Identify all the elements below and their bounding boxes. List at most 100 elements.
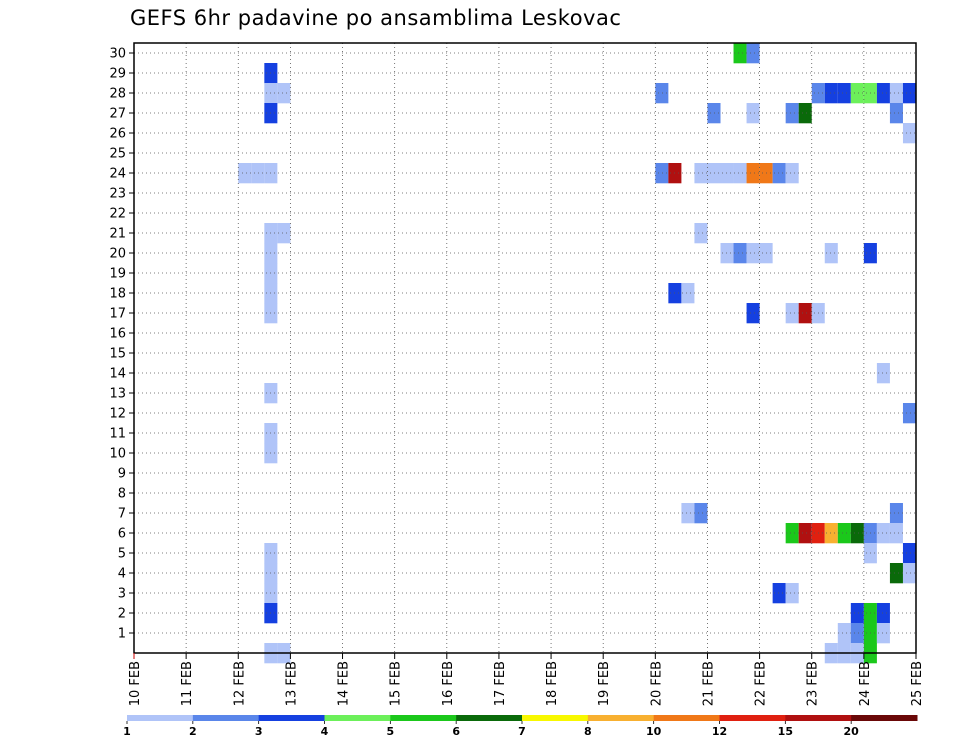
heatmap-cell: [902, 123, 916, 144]
legend-swatch: [127, 715, 194, 721]
y-tick-label: 25: [109, 147, 126, 162]
gridlines-layer: [134, 43, 916, 653]
y-tick-label: 26: [109, 127, 126, 142]
y-tick-label: 23: [109, 187, 126, 202]
heatmap-cell: [772, 583, 786, 604]
legend-swatch: [258, 715, 325, 721]
x-tick-label: 11 FEB: [180, 661, 195, 706]
heatmap-cell: [746, 163, 760, 184]
heatmap-cell: [251, 163, 265, 184]
y-tick-label: 1: [118, 627, 126, 642]
heatmap-cell: [876, 363, 890, 384]
heatmap-cell: [707, 103, 721, 124]
plot-frame: [133, 42, 917, 654]
heatmap-cell: [824, 83, 838, 104]
y-tick-label: 4: [118, 567, 126, 582]
legend-swatch: [192, 715, 260, 721]
y-tick-label: 11: [109, 427, 126, 442]
legend-label: 2: [189, 725, 197, 738]
heatmap-cell: [837, 83, 851, 104]
heatmap-cell: [746, 103, 760, 124]
legend-colorbar: 1 2 3 4 5 6 7 8 10 12 15 20: [123, 715, 918, 738]
x-tick-label: 12 FEB: [232, 661, 247, 706]
y-tick-label: 2: [118, 607, 126, 622]
heatmap-cell: [720, 243, 734, 264]
legend-swatch: [653, 715, 720, 721]
heatmap-cell: [655, 163, 669, 184]
heatmap-cell: [902, 563, 916, 584]
legend-swatch: [324, 715, 391, 721]
legend-label: 1: [123, 725, 131, 738]
heatmap-cell: [681, 283, 695, 304]
y-tick-label: 5: [118, 547, 126, 562]
heatmap-cell: [824, 523, 838, 544]
chart-title: GEFS 6hr padavine po ansamblima Leskovac: [130, 6, 622, 30]
x-tick-label: 25 FEB: [910, 661, 925, 706]
x-tick-label: 21 FEB: [701, 661, 716, 706]
y-tick-label: 22: [109, 207, 126, 222]
y-tick-label: 9: [118, 467, 126, 482]
legend-swatch: [587, 715, 655, 721]
legend-label: 12: [712, 725, 727, 738]
y-tick-label: 27: [109, 107, 126, 122]
y-tick-label: 15: [109, 347, 126, 362]
y-tick-label: 3: [118, 587, 126, 602]
x-tick-label: 18 FEB: [545, 661, 560, 706]
heatmap-cell: [733, 243, 747, 264]
heatmap-cell: [902, 83, 916, 104]
heatmap-cell: [837, 523, 851, 544]
x-tick-label: 24 FEB: [858, 661, 873, 706]
legend-label: 8: [584, 725, 592, 738]
x-tick-label: 22 FEB: [754, 661, 769, 706]
heatmap-cell: [876, 623, 890, 644]
x-tick-label: 16 FEB: [441, 661, 456, 706]
legend-swatch: [522, 715, 589, 721]
heatmap-cell: [772, 163, 786, 184]
heatmap-cell: [876, 83, 890, 104]
heatmap-cell: [694, 163, 708, 184]
y-tick-label: 7: [118, 507, 126, 522]
legend-label: 3: [255, 725, 263, 738]
x-axis-layer: 10 FEB 11 FEB 12 FEB 13 FEB 14 FEB 15 FEB 16 F…: [128, 653, 925, 706]
y-tick-label: 21: [109, 227, 126, 242]
heatmap-cell: [746, 43, 760, 64]
y-tick-label: 29: [109, 67, 126, 82]
x-tick-label: 20 FEB: [649, 661, 664, 706]
heatmap-cell: [902, 543, 916, 564]
heatmap-cell: [850, 83, 864, 104]
y-tick-label: 10: [109, 447, 126, 462]
heatmap-cell: [785, 103, 799, 124]
y-tick-label: 30: [109, 47, 126, 62]
y-tick-label: 12: [109, 407, 126, 422]
y-tick-label: 24: [109, 167, 126, 182]
heatmap-cell: [238, 163, 252, 184]
legend-swatch: [785, 715, 852, 721]
heatmap-cell: [733, 163, 747, 184]
heatmap-cell: [850, 523, 864, 544]
heatmap-cell: [889, 503, 903, 524]
x-tick-label: 13 FEB: [284, 661, 299, 706]
x-tick-label: 14 FEB: [337, 661, 352, 706]
legend-label: 7: [518, 725, 526, 738]
heatmap-cell: [746, 243, 760, 264]
heatmap-cell: [798, 523, 812, 544]
legend-label: 20: [844, 725, 860, 738]
heatmap-cells-layer: [238, 43, 916, 664]
heatmap-cell: [681, 503, 695, 524]
heatmap-cell: [785, 163, 799, 184]
heatmap-cell: [824, 243, 838, 264]
legend-label: 6: [452, 725, 460, 738]
x-tick-label: 15 FEB: [389, 661, 404, 706]
heatmap-cell: [798, 103, 812, 124]
y-tick-label: 16: [109, 327, 126, 342]
heatmap-cell: [746, 303, 760, 324]
y-tick-label: 13: [109, 387, 126, 402]
y-tick-label: 8: [118, 487, 126, 502]
y-tick-label: 20: [109, 247, 126, 262]
y-tick-label: 17: [109, 307, 126, 322]
heatmap-cell: [889, 103, 903, 124]
heatmap-cell: [785, 303, 799, 324]
heatmap-cell: [850, 603, 864, 624]
legend-label: 10: [646, 725, 662, 738]
